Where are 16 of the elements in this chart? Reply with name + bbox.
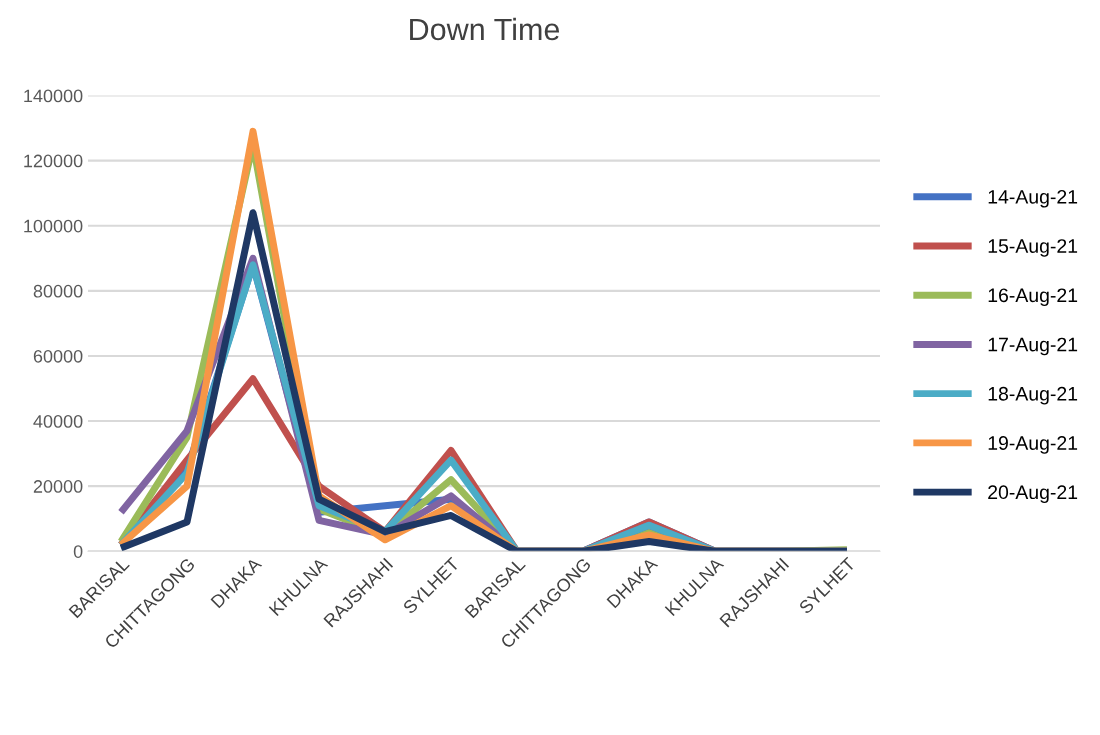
legend-label: 19-Aug-21: [988, 436, 1078, 454]
legend-label: 20-Aug-21: [988, 485, 1078, 503]
legend-label: 16-Aug-21: [988, 288, 1078, 307]
legend-label: 18-Aug-21: [988, 386, 1078, 405]
y-tick-label: 80000: [33, 284, 83, 298]
legend-label: 17-Aug-21: [988, 337, 1078, 356]
y-tick-label: 100000: [24, 219, 83, 233]
y-tick-label: 120000: [24, 154, 83, 168]
y-tick-label: 20000: [33, 480, 83, 493]
chart-title: Down Time: [410, 17, 560, 41]
legend-label: 14-Aug-21: [988, 189, 1078, 208]
legend-label: 15-Aug-21: [988, 239, 1078, 257]
y-tick-label: 40000: [33, 414, 83, 428]
y-tick-label: 0: [73, 545, 83, 558]
y-tick-label: 60000: [33, 349, 83, 363]
y-tick-label: 140000: [24, 89, 83, 103]
